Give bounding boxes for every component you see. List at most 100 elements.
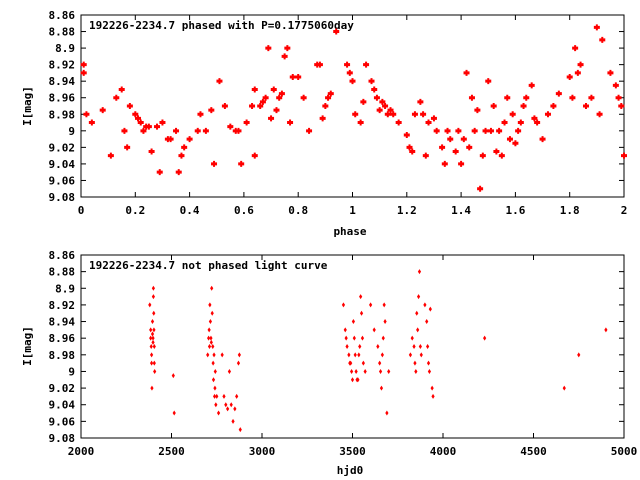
data-point <box>418 344 422 349</box>
data-point <box>238 160 245 167</box>
data-point <box>149 335 153 341</box>
data-point <box>152 327 156 333</box>
data-point <box>452 148 459 155</box>
data-point <box>226 406 230 412</box>
x-tick-label: 1 <box>349 204 356 217</box>
data-point <box>175 169 182 176</box>
data-point <box>359 294 363 300</box>
data-point <box>378 368 383 374</box>
data-point <box>113 94 120 101</box>
data-point <box>444 127 451 134</box>
data-point <box>306 127 313 134</box>
data-point <box>132 111 139 118</box>
data-point <box>151 339 155 345</box>
data-point <box>352 111 359 118</box>
data-point <box>289 74 296 81</box>
data-point <box>167 136 174 143</box>
data-point <box>460 136 467 143</box>
data-point <box>208 302 212 308</box>
x-tick-label: 2000 <box>68 445 95 458</box>
data-point <box>604 327 608 333</box>
data-point <box>498 152 505 159</box>
data-point <box>517 119 524 126</box>
y-tick-label: 9.06 <box>49 415 76 428</box>
data-point <box>270 86 277 93</box>
data-point <box>357 352 361 358</box>
y-tick-label: 8.98 <box>49 108 76 121</box>
y-tick-label: 9.06 <box>49 174 76 187</box>
data-point <box>569 94 576 101</box>
data-point <box>356 377 360 383</box>
data-point <box>425 119 432 126</box>
data-point <box>210 310 214 316</box>
data-point <box>607 69 614 76</box>
data-point <box>151 285 155 291</box>
y-tick-label: 9.08 <box>49 191 76 204</box>
data-point <box>151 335 155 341</box>
data-point <box>423 302 427 308</box>
data-point <box>262 94 269 101</box>
data-point <box>483 335 487 341</box>
data-point <box>208 107 215 114</box>
data-point <box>216 78 223 85</box>
y-tick-label: 9.04 <box>49 399 76 412</box>
data-point <box>207 344 212 349</box>
data-point <box>152 344 156 349</box>
data-point <box>376 107 383 114</box>
y-axis-title: I[mag] <box>21 86 34 126</box>
data-point <box>344 61 351 68</box>
data-point <box>344 335 348 341</box>
data-point <box>149 344 153 349</box>
y-tick-label: 8.98 <box>49 349 76 362</box>
data-point <box>281 53 288 60</box>
data-point <box>412 344 416 349</box>
data-point <box>300 94 307 101</box>
data-point <box>333 28 340 35</box>
data-point <box>229 402 233 408</box>
y-tick-label: 8.9 <box>55 282 75 295</box>
data-point <box>441 160 448 167</box>
tick-group: 2000 2500 3000 3500 4000 4500 50008.868.888.98… <box>49 249 638 458</box>
data-point <box>121 127 128 134</box>
data-point <box>509 111 516 118</box>
data-point <box>378 360 382 366</box>
data-point <box>387 107 394 114</box>
data-point <box>387 368 391 374</box>
data-point <box>528 82 535 89</box>
data-point <box>373 94 380 101</box>
data-point <box>501 119 508 126</box>
data-point <box>582 103 589 109</box>
data-point <box>427 368 432 374</box>
data-point <box>153 368 157 374</box>
data-point <box>385 410 389 416</box>
data-point <box>382 103 389 109</box>
data-point <box>316 61 323 68</box>
x-tick-label: 1.8 <box>560 204 580 217</box>
data-point <box>352 335 356 341</box>
data-point <box>420 111 427 118</box>
data-point <box>211 160 218 167</box>
y-tick-label: 9 <box>68 365 75 378</box>
data-point <box>257 103 264 109</box>
x-tick-label: 3000 <box>249 445 276 458</box>
data-point <box>211 360 215 366</box>
plot-title: 192226-2234.7 phased with P=0.1775060day <box>89 19 354 32</box>
data-point <box>471 127 478 134</box>
y-axis-title: I[mag] <box>21 326 34 366</box>
data-point <box>415 310 419 316</box>
data-point <box>463 69 470 76</box>
data-point <box>539 136 546 143</box>
data-point <box>216 410 221 416</box>
data-point <box>372 327 376 333</box>
data-point <box>249 103 256 109</box>
data-point <box>430 115 437 122</box>
x-tick-label: 4000 <box>430 445 457 458</box>
data-point <box>361 360 365 366</box>
data-point <box>455 127 462 134</box>
data-point <box>490 103 497 109</box>
data-point <box>265 45 272 52</box>
data-point <box>468 94 475 101</box>
data-point <box>149 327 153 333</box>
data-point <box>243 119 250 126</box>
data-point <box>214 402 218 408</box>
